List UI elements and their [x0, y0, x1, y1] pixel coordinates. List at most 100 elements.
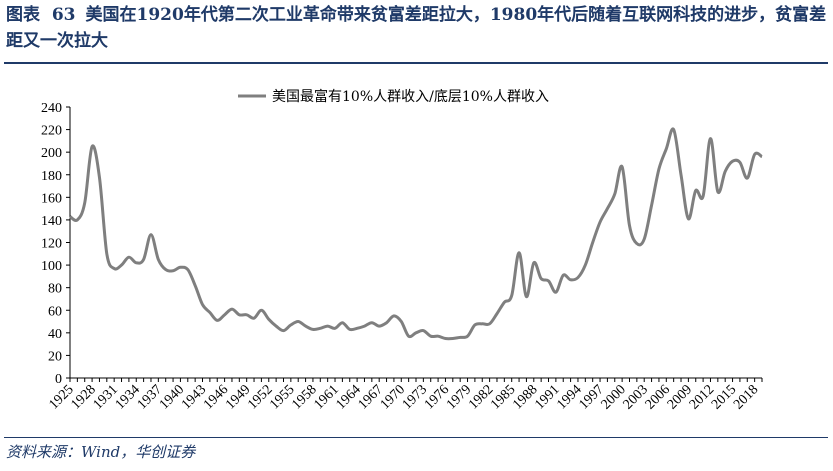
data-point — [636, 243, 637, 244]
data-point — [445, 338, 446, 339]
data-point — [114, 268, 115, 269]
data-point — [666, 148, 667, 149]
y-tick-label: 180 — [41, 169, 62, 184]
chart-legend: 美国最富有10%人群收入/底层10%人群收入 — [238, 88, 549, 105]
data-point — [217, 320, 218, 321]
data-point — [349, 329, 350, 330]
data-point — [320, 328, 321, 329]
data-point — [497, 313, 498, 314]
data-point — [585, 265, 586, 266]
data-point — [173, 270, 174, 271]
data-point — [607, 208, 608, 209]
data-point — [298, 321, 299, 322]
data-point — [519, 252, 520, 253]
data-point — [254, 318, 255, 319]
y-tick-label: 120 — [41, 237, 62, 252]
data-point — [732, 161, 733, 162]
y-tick-label: 20 — [48, 349, 62, 364]
data-point — [673, 129, 674, 130]
x-axis-ticks: 1925192819311934193719401943194619491952… — [46, 378, 763, 413]
data-point — [474, 324, 475, 325]
y-tick-label: 240 — [41, 101, 62, 116]
data-point — [688, 218, 689, 219]
data-point — [305, 326, 306, 327]
figure-title: 图表 63 美国在1920年代第二次工业革命带来贫富差距拉大，1980年代后随着互… — [6, 2, 828, 54]
data-point — [592, 242, 593, 243]
data-point — [379, 326, 380, 327]
data-point — [371, 322, 372, 323]
y-tick-label: 60 — [48, 304, 62, 319]
data-point — [283, 330, 284, 331]
data-point — [658, 169, 659, 170]
data-point — [717, 191, 718, 192]
data-point — [92, 146, 93, 147]
x-tick-label: 2018 — [731, 382, 761, 412]
data-point — [482, 323, 483, 324]
data-point — [504, 302, 505, 303]
chart-axes — [69, 107, 762, 379]
data-point — [128, 257, 129, 258]
data-point — [209, 312, 210, 313]
data-point — [555, 292, 556, 293]
data-point — [335, 328, 336, 329]
data-point — [239, 314, 240, 315]
y-axis-ticks: 0 20 40 60 80 100 120 140 160 180 200 220 240 — [41, 101, 70, 387]
data-point — [629, 225, 630, 226]
data-point — [99, 177, 100, 178]
data-point — [526, 296, 527, 297]
y-tick-label: 200 — [41, 146, 62, 161]
data-point — [695, 190, 696, 191]
data-point — [452, 338, 453, 339]
data-point — [224, 314, 225, 315]
data-point — [570, 279, 571, 280]
data-point — [578, 277, 579, 278]
y-tick-label: 220 — [41, 124, 62, 139]
data-point — [84, 203, 85, 204]
source-note: 资料来源：Wind，华创证券 — [6, 443, 196, 461]
data-point — [151, 234, 152, 235]
data-point — [614, 193, 615, 194]
data-point — [548, 280, 549, 281]
data-point — [246, 314, 247, 315]
data-point — [467, 336, 468, 337]
data-point — [489, 323, 490, 324]
data-point — [460, 337, 461, 338]
y-tick-label: 100 — [41, 259, 62, 274]
data-point — [393, 315, 394, 316]
data-point — [312, 329, 313, 330]
data-point — [364, 326, 365, 327]
title-rule — [4, 62, 828, 64]
data-point — [430, 336, 431, 337]
data-point — [386, 322, 387, 323]
data-point — [165, 269, 166, 270]
data-point — [725, 171, 726, 172]
data-point — [438, 336, 439, 337]
data-point — [622, 166, 623, 167]
data-point — [232, 309, 233, 310]
data-point — [423, 330, 424, 331]
y-tick-label: 160 — [41, 191, 62, 206]
data-point — [533, 262, 534, 263]
data-point — [121, 265, 122, 266]
data-point — [136, 262, 137, 263]
data-point — [187, 269, 188, 270]
data-point — [762, 156, 763, 157]
data-point — [511, 295, 512, 296]
data-point — [290, 324, 291, 325]
series-line — [69, 127, 763, 341]
data-point — [600, 222, 601, 223]
data-point — [158, 259, 159, 260]
data-point — [195, 285, 196, 286]
y-tick-label: 0 — [55, 372, 62, 387]
y-tick-label: 40 — [48, 327, 62, 342]
figure-title-text: 美国在1920年代第二次工业革命带来贫富差距拉大，1980年代后随着互联网科技的… — [6, 5, 827, 51]
data-point — [563, 275, 564, 276]
source-rule — [4, 437, 828, 438]
data-point — [747, 178, 748, 179]
data-point — [202, 304, 203, 305]
legend-label: 美国最富有10%人群收入/底层10%人群收入 — [272, 88, 549, 105]
data-point — [276, 326, 277, 327]
chart-series — [69, 127, 763, 341]
data-point — [70, 216, 71, 217]
